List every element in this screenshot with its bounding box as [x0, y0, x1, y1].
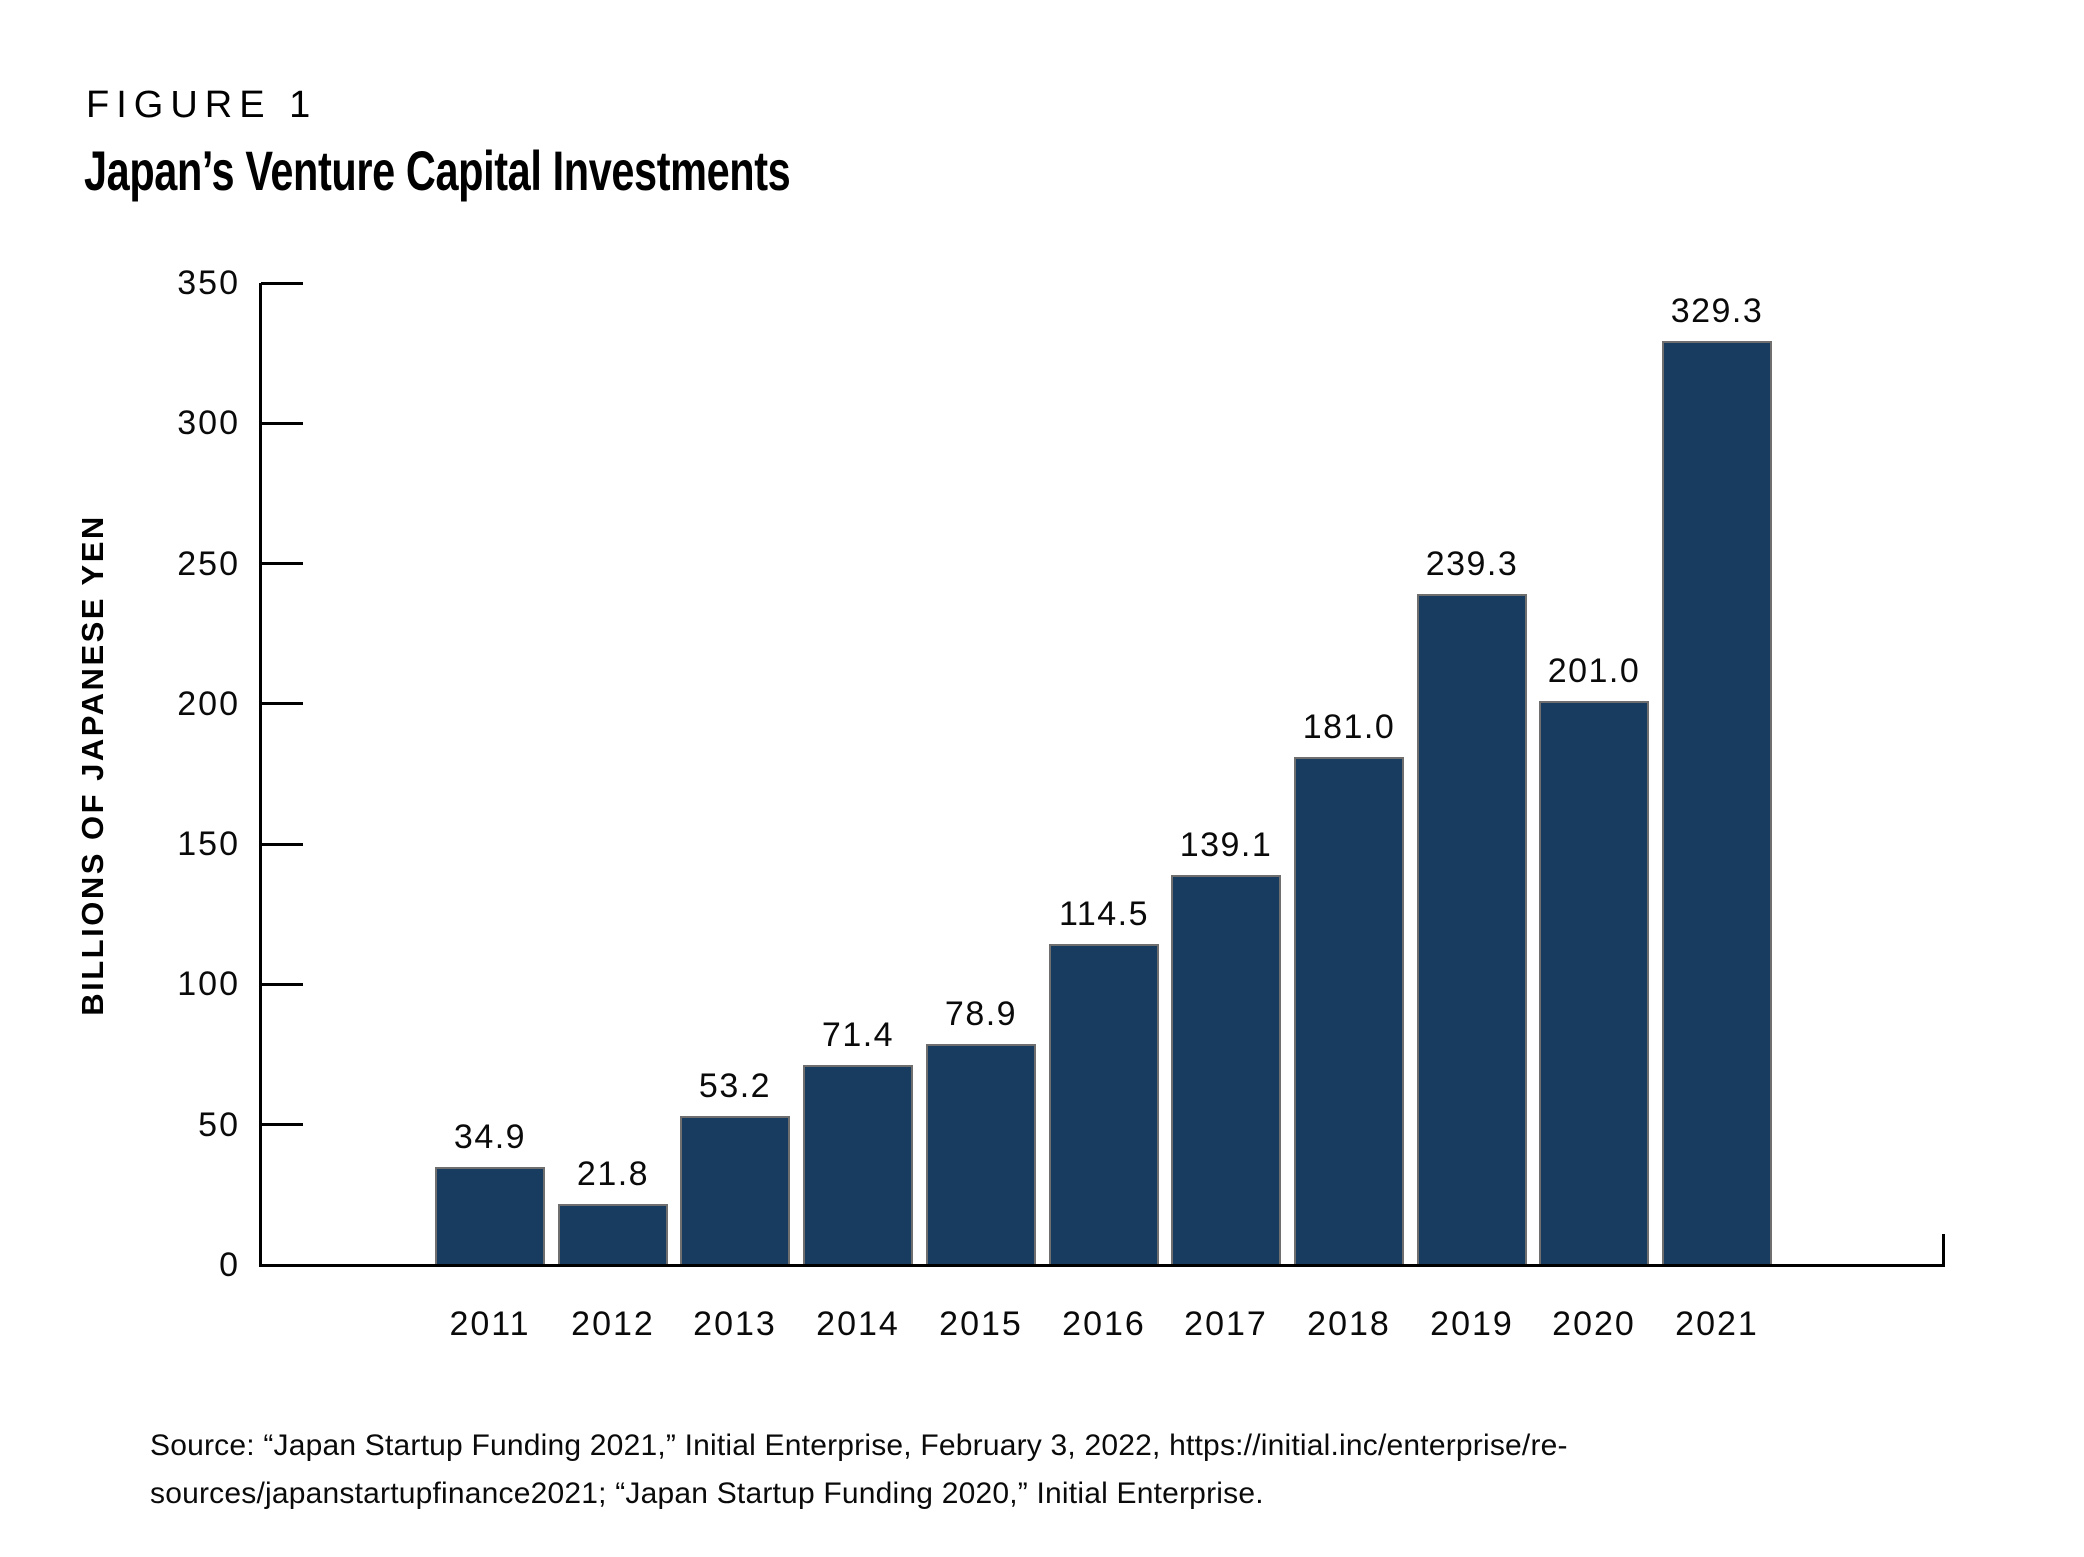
source-note: Source: “Japan Startup Funding 2021,” In… [150, 1422, 1568, 1518]
bar-value-label-2013: 53.2 [698, 1067, 772, 1105]
bar-2015 [926, 1044, 1036, 1267]
y-tick-350 [261, 281, 303, 285]
bar-value-label-2015: 78.9 [944, 995, 1018, 1033]
bar-2012 [558, 1204, 668, 1267]
figure-title: Japan’s Venture Capital Investments [84, 139, 791, 202]
y-axis-line [259, 283, 262, 1267]
x-axis-label-2020: 2020 [1552, 1305, 1636, 1343]
y-tick-100 [261, 982, 303, 986]
y-tick-label-250: 250 [177, 544, 240, 583]
bar-2014 [803, 1065, 913, 1267]
figure-number-label: FIGURE 1 [86, 84, 318, 126]
bar-value-label-2018: 181.0 [1302, 708, 1396, 746]
bar-value-label-2011: 34.9 [453, 1118, 527, 1156]
bar-2020 [1539, 701, 1649, 1267]
bar-2016 [1049, 944, 1159, 1267]
bar-value-label-2014: 71.4 [821, 1016, 895, 1054]
x-axis-label-2012: 2012 [571, 1305, 655, 1343]
bar-2021 [1662, 341, 1772, 1267]
y-tick-label-150: 150 [177, 825, 240, 864]
x-axis-label-2018: 2018 [1307, 1305, 1391, 1343]
bar-value-label-2017: 139.1 [1179, 826, 1273, 864]
bar-value-label-2021: 329.3 [1670, 292, 1764, 330]
x-axis-label-2019: 2019 [1430, 1305, 1514, 1343]
bar-value-label-2019: 239.3 [1425, 545, 1519, 583]
x-axis-label-2016: 2016 [1062, 1305, 1146, 1343]
x-axis-label-2013: 2013 [693, 1305, 777, 1343]
x-axis-label-2014: 2014 [816, 1305, 900, 1343]
source-note-line-1: Source: “Japan Startup Funding 2021,” In… [150, 1429, 1568, 1462]
x-axis-label-2017: 2017 [1184, 1305, 1268, 1343]
x-axis-line [259, 1264, 1945, 1267]
bar-value-label-2020: 201.0 [1547, 652, 1641, 690]
x-axis-label-2015: 2015 [939, 1305, 1023, 1343]
bar-2019 [1417, 594, 1527, 1267]
x-axis-end-tick [1942, 1234, 1945, 1267]
bar-2017 [1171, 875, 1281, 1267]
x-axis-label-2021: 2021 [1675, 1305, 1759, 1343]
y-tick-label-50: 50 [198, 1105, 240, 1144]
y-tick-250 [261, 562, 303, 566]
bar-value-label-2012: 21.8 [576, 1155, 650, 1193]
y-tick-50 [261, 1123, 303, 1127]
bar-value-label-2016: 114.5 [1058, 895, 1150, 933]
bar-2018 [1294, 757, 1404, 1267]
y-tick-label-100: 100 [177, 965, 240, 1004]
y-tick-label-350: 350 [177, 264, 240, 302]
y-tick-label-200: 200 [177, 684, 240, 723]
y-tick-200 [261, 702, 303, 706]
x-axis-label-2011: 2011 [449, 1305, 531, 1343]
source-note-line-2: sources/japanstartupfinance2021; “Japan … [150, 1477, 1264, 1510]
y-tick-label-0: 0 [219, 1246, 240, 1284]
y-tick-150 [261, 842, 303, 846]
y-tick-300 [261, 421, 303, 425]
y-tick-label-300: 300 [177, 404, 240, 443]
